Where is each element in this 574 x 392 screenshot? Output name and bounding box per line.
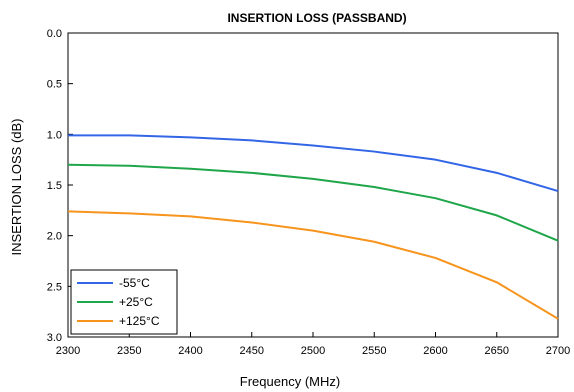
x-tick-label: 2350 [117, 345, 141, 357]
x-tick-label: 2400 [178, 345, 202, 357]
y-tick-label: 1.5 [47, 180, 62, 192]
legend-label-1: +25°C [119, 295, 153, 309]
y-tick-label: 0.5 [47, 79, 62, 91]
x-tick-label: 2550 [362, 345, 386, 357]
x-tick-label: 2300 [56, 345, 80, 357]
x-tick-label: 2650 [485, 345, 509, 357]
series-line-2 [67, 210, 559, 320]
y-tick-label: 2.5 [47, 281, 62, 293]
chart-title: INSERTION LOSS (PASSBAND) [227, 11, 406, 25]
series-line-0 [68, 134, 559, 193]
legend-label-2: +125°C [119, 314, 160, 328]
x-axis-label: Frequency (MHz) [240, 374, 340, 389]
y-tick-label: 1.0 [47, 129, 62, 141]
series-line-1 [67, 163, 559, 242]
x-tick-label: 2600 [423, 345, 447, 357]
y-tick-label: 3.0 [47, 332, 62, 344]
x-tick-label: 2500 [301, 345, 325, 357]
legend-label-0: -55°C [119, 276, 150, 290]
x-tick-label: 2700 [546, 345, 570, 357]
x-tick-label: 2450 [240, 345, 264, 357]
y-axis-label: INSERTION LOSS (dB) [9, 118, 24, 255]
y-tick-label: 2.0 [47, 231, 62, 243]
y-tick-label: 0.0 [47, 28, 62, 40]
